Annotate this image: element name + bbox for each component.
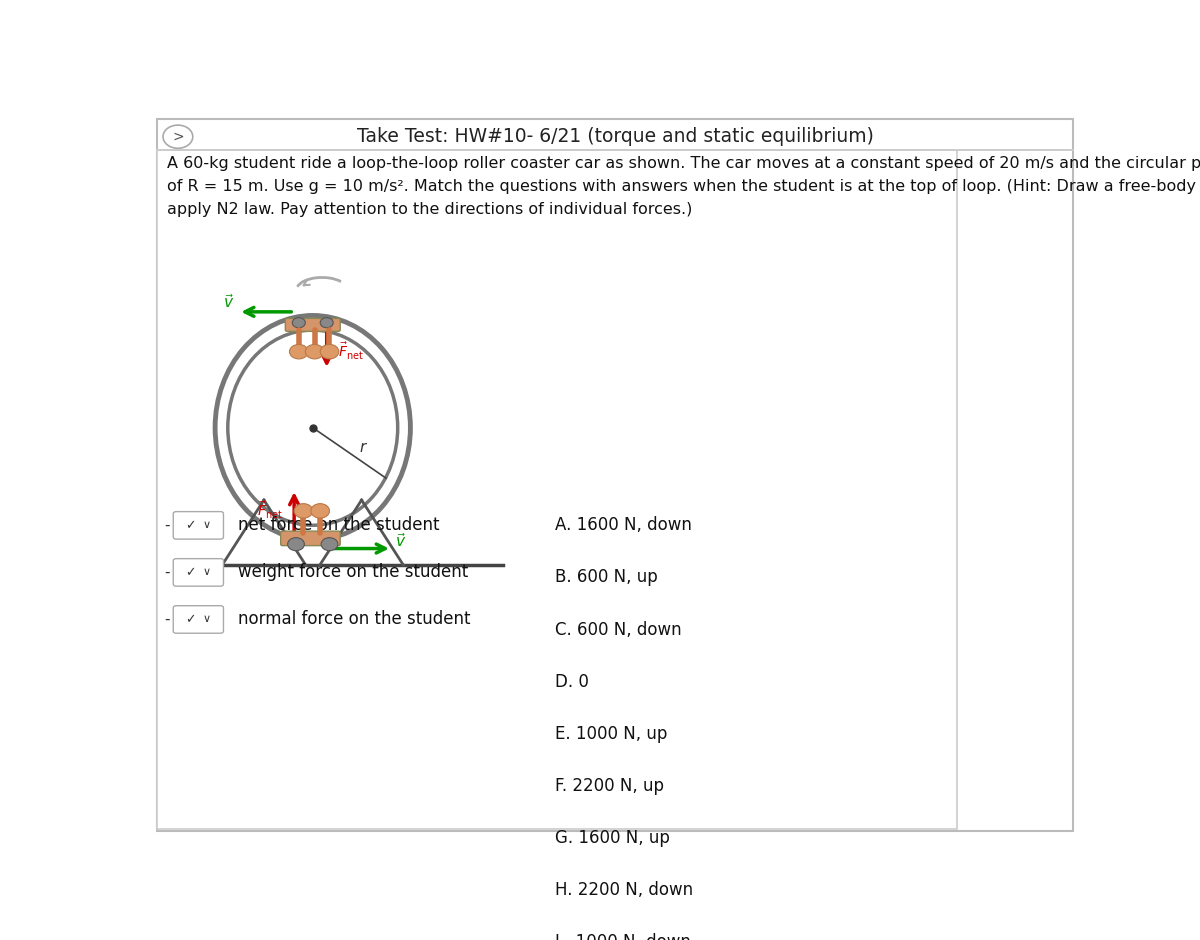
Circle shape: [311, 504, 330, 518]
Text: -: -: [164, 612, 169, 627]
Text: ✓: ✓: [185, 613, 196, 626]
Text: normal force on the student: normal force on the student: [239, 610, 470, 629]
Text: -: -: [164, 518, 169, 533]
Text: F. 2200 N, up: F. 2200 N, up: [554, 777, 664, 795]
Circle shape: [305, 344, 324, 359]
Text: C. 600 N, down: C. 600 N, down: [554, 620, 682, 638]
FancyBboxPatch shape: [157, 150, 958, 829]
Circle shape: [322, 538, 338, 551]
Text: B. 600 N, up: B. 600 N, up: [554, 569, 658, 587]
Text: A. 1600 N, down: A. 1600 N, down: [554, 516, 691, 534]
FancyBboxPatch shape: [157, 118, 1073, 831]
Circle shape: [289, 344, 308, 359]
Text: A 60-kg student ride a loop-the-loop roller coaster car as shown. The car moves : A 60-kg student ride a loop-the-loop rol…: [167, 156, 1200, 217]
Text: $\vec{v}$: $\vec{v}$: [396, 532, 407, 550]
Text: ✓: ✓: [185, 519, 196, 532]
Circle shape: [320, 318, 334, 328]
FancyBboxPatch shape: [173, 558, 223, 587]
Text: E. 1000 N, up: E. 1000 N, up: [554, 725, 667, 743]
FancyBboxPatch shape: [173, 511, 223, 540]
Text: $\vec{F}_{\rm net}$: $\vec{F}_{\rm net}$: [257, 500, 283, 522]
Text: G. 1600 N, up: G. 1600 N, up: [554, 829, 670, 847]
Text: ∨: ∨: [202, 615, 210, 624]
Text: I.  1000 N, down: I. 1000 N, down: [554, 933, 690, 940]
Text: ✓: ✓: [185, 566, 196, 579]
FancyBboxPatch shape: [173, 605, 223, 634]
Circle shape: [294, 504, 313, 518]
Circle shape: [320, 344, 338, 359]
Text: weight force on the student: weight force on the student: [239, 563, 469, 582]
Text: Take Test: HW#10- 6/21 (torque and static equilibrium): Take Test: HW#10- 6/21 (torque and stati…: [356, 127, 874, 147]
Text: D. 0: D. 0: [554, 673, 588, 691]
Text: -: -: [164, 565, 169, 580]
Text: net force on the student: net force on the student: [239, 516, 440, 534]
Text: $\vec{v}$: $\vec{v}$: [223, 293, 235, 311]
Text: $\vec{F}_{\rm net}$: $\vec{F}_{\rm net}$: [338, 341, 364, 362]
Text: ∨: ∨: [202, 521, 210, 530]
Text: ∨: ∨: [202, 568, 210, 577]
Text: $r$: $r$: [359, 440, 368, 455]
Circle shape: [293, 318, 305, 328]
Circle shape: [288, 538, 305, 551]
Text: H. 2200 N, down: H. 2200 N, down: [554, 881, 692, 900]
Text: >: >: [172, 130, 184, 144]
FancyBboxPatch shape: [281, 531, 340, 545]
FancyBboxPatch shape: [286, 319, 340, 332]
